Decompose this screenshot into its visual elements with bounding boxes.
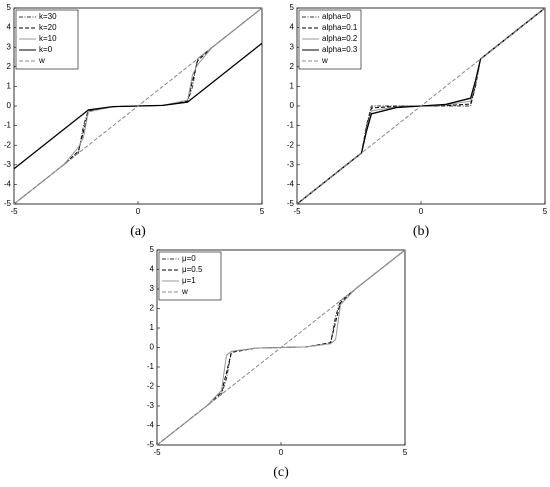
series-line bbox=[13, 7, 263, 205]
y-tick-label: -4 bbox=[287, 180, 295, 189]
y-tick-label: 1 bbox=[7, 82, 12, 91]
y-tick-label: -3 bbox=[4, 160, 12, 169]
legend-label: μ=0 bbox=[182, 254, 196, 263]
y-tick-label: 0 bbox=[150, 343, 155, 352]
y-tick-label: 0 bbox=[290, 101, 295, 110]
x-tick-label: 0 bbox=[419, 207, 424, 216]
legend-label: μ=0.5 bbox=[182, 265, 203, 274]
y-tick-label: -2 bbox=[4, 140, 12, 149]
legend-label: alpha=0.3 bbox=[322, 45, 358, 54]
y-tick-label: -4 bbox=[147, 421, 155, 430]
panel: -5 -4 -3 -2 -1 0 1 2 3 4 5 -5 0 5 alpha=0 alpha=0.1 alph… bbox=[287, 3, 548, 239]
x-tick-label: -5 bbox=[293, 207, 301, 216]
y-tick-label: 1 bbox=[150, 323, 155, 332]
y-tick-label: 4 bbox=[290, 23, 295, 32]
y-tick-label: 2 bbox=[7, 62, 12, 71]
x-tick-label: 0 bbox=[136, 207, 141, 216]
y-tick-label: 0 bbox=[7, 101, 12, 110]
series-line bbox=[296, 7, 546, 205]
legend-label: k=10 bbox=[39, 34, 57, 43]
y-tick-label: -5 bbox=[147, 440, 155, 449]
y-tick-label: 4 bbox=[7, 23, 12, 32]
y-tick-label: 3 bbox=[150, 284, 155, 293]
y-tick-label: 3 bbox=[290, 42, 295, 51]
y-tick-label: -1 bbox=[4, 121, 12, 130]
y-tick-label: -3 bbox=[287, 160, 295, 169]
y-tick-label: 1 bbox=[290, 82, 295, 91]
legend-label: k=20 bbox=[39, 23, 57, 32]
y-tick-label: 3 bbox=[7, 42, 12, 51]
legend-label: w bbox=[38, 56, 45, 65]
x-tick-label: -5 bbox=[10, 207, 18, 216]
y-tick-label: -3 bbox=[147, 401, 155, 410]
y-tick-label: 5 bbox=[290, 3, 295, 12]
panel: -5 -4 -3 -2 -1 0 1 2 3 4 5 -5 0 5 μ=0 μ=0.5 μ=1 w (c) bbox=[147, 245, 408, 480]
legend-label: μ=1 bbox=[182, 276, 196, 285]
y-tick-label: -5 bbox=[287, 199, 295, 208]
y-tick-label: 5 bbox=[150, 245, 155, 254]
x-tick-label: 5 bbox=[260, 207, 265, 216]
legend-label: alpha=0 bbox=[322, 12, 351, 21]
legend-label: alpha=0.1 bbox=[322, 23, 358, 32]
y-tick-label: -1 bbox=[147, 362, 155, 371]
caption: (a) bbox=[130, 224, 146, 239]
legend-label: w bbox=[181, 287, 188, 296]
caption: (b) bbox=[413, 224, 430, 239]
caption: (c) bbox=[273, 465, 289, 480]
y-tick-label: 2 bbox=[290, 62, 295, 71]
legend-label: alpha=0.2 bbox=[322, 34, 358, 43]
series-line bbox=[156, 249, 406, 446]
legend-label: k=30 bbox=[39, 12, 57, 21]
x-tick-label: -5 bbox=[153, 448, 161, 457]
y-tick-label: -4 bbox=[4, 180, 12, 189]
y-tick-label: 2 bbox=[150, 304, 155, 313]
y-tick-label: -1 bbox=[287, 121, 295, 130]
y-tick-label: -5 bbox=[4, 199, 12, 208]
x-tick-label: 0 bbox=[279, 448, 284, 457]
legend-label: k=0 bbox=[39, 45, 53, 54]
y-tick-label: 4 bbox=[150, 265, 155, 274]
x-tick-label: 5 bbox=[543, 207, 548, 216]
y-tick-label: -2 bbox=[287, 140, 295, 149]
legend-label: w bbox=[321, 56, 328, 65]
x-tick-label: 5 bbox=[403, 448, 408, 457]
panel: -5 -4 -3 -2 -1 0 1 2 3 4 5 -5 0 5 k=30 k=20 k=10 k=0 w (a) bbox=[4, 3, 265, 239]
y-tick-label: -2 bbox=[147, 382, 155, 391]
y-tick-label: 5 bbox=[7, 3, 12, 12]
